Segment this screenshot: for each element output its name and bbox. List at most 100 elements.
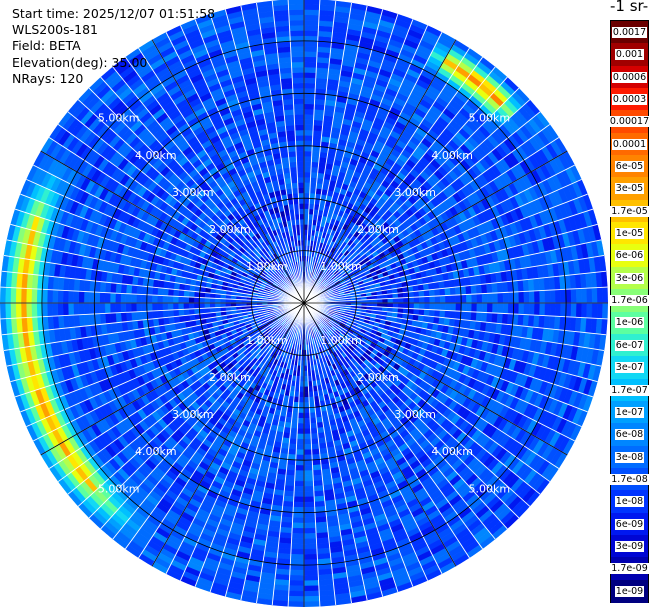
ppi-cell: [549, 302, 556, 317]
ppi-cell: [312, 464, 322, 471]
ppi-cell: [303, 192, 311, 199]
ppi-cell: [303, 3, 320, 11]
ppi-cell: [311, 156, 320, 163]
ppi-cell: [423, 309, 430, 317]
ppi-cell: [513, 291, 520, 304]
ppi-cell: [591, 287, 598, 304]
ppi-cell: [303, 0, 321, 5]
ppi-cell: [303, 176, 311, 183]
ppi-cell: [470, 284, 477, 295]
ppi-cell: [434, 302, 441, 311]
ppi-cell: [570, 302, 577, 318]
ppi-cell: [312, 130, 323, 137]
ppi-cell: [518, 302, 525, 315]
ppi-cell: [303, 444, 312, 451]
ppi-cell: [465, 285, 472, 295]
ppi-cell: [284, 485, 295, 492]
ppi-cell: [303, 475, 314, 482]
ppi-cell: [491, 282, 498, 294]
ppi-cell: [303, 77, 317, 84]
ppi-cell: [303, 553, 318, 561]
ppi-cell: [303, 559, 318, 566]
ppi-cell: [303, 580, 320, 587]
ppi-cell: [418, 302, 425, 310]
ppi-cell: [303, 506, 316, 513]
ppi-cell: [312, 469, 323, 476]
ppi-cell: [303, 522, 317, 529]
ppi-cell: [291, 527, 305, 534]
ppi-cell: [303, 35, 319, 42]
ppi-cell: [288, 580, 305, 587]
ppi-cell: [319, 599, 337, 607]
ppi-cell: [303, 87, 316, 94]
ppi-cell: [303, 496, 315, 503]
ppi-cell: [534, 290, 541, 304]
ppi-cell: [466, 302, 472, 313]
ppi-cell: [290, 422, 298, 429]
ppi-cell: [501, 313, 509, 325]
ppi-cell: [586, 302, 593, 319]
ppi-cell: [282, 495, 295, 503]
ppi-cell: [290, 553, 305, 561]
ppi-cell: [303, 512, 316, 519]
ppi-cell: [413, 296, 420, 304]
ppi-cell: [303, 423, 311, 430]
ppi-cell: [303, 501, 315, 508]
ppi-cell: [424, 302, 431, 310]
ppi-cell: [295, 449, 305, 456]
ppi-cell: [460, 294, 467, 304]
ppi-cell: [303, 491, 315, 498]
ppi-cell: [310, 166, 319, 173]
ppi-cell: [439, 295, 446, 304]
ppi-cell: [303, 140, 313, 147]
ppi-cell: [292, 506, 305, 513]
ppi-cell: [297, 423, 305, 430]
ppi-cell: [296, 428, 305, 435]
ppi-cell: [290, 427, 298, 435]
ppi-cell: [310, 438, 320, 445]
ppi-cell: [303, 182, 311, 189]
ppi-cell: [287, 601, 305, 607]
ppi-cell: [303, 203, 310, 210]
ppi-cell: [290, 543, 305, 550]
ppi-cell: [303, 187, 311, 194]
ppi-cell: [296, 444, 305, 451]
ppi-cell: [539, 290, 546, 304]
ppi-cell: [285, 469, 296, 476]
ppi-cell: [291, 522, 305, 529]
ppi-cell: [303, 438, 312, 445]
ppi-cell: [303, 208, 310, 215]
ppi-cell: [303, 449, 313, 456]
ppi-cell: [424, 296, 431, 304]
ppi-cell: [492, 292, 499, 304]
ppi-cell: [303, 72, 317, 79]
ppi-cell: [313, 485, 324, 492]
ppi-cell: [303, 396, 310, 403]
ppi-cell: [303, 14, 320, 21]
ppi-cell: [303, 465, 314, 471]
ppi-cell: [296, 433, 305, 440]
ppi-cell: [303, 454, 313, 461]
ppi-cell: [303, 171, 312, 178]
ppi-cell: [476, 302, 483, 313]
ppi-cell: [303, 417, 311, 424]
ppi-cell: [303, 517, 316, 524]
ppi-cell: [284, 479, 295, 487]
ppi-cell: [444, 310, 451, 319]
ppi-cell: [423, 289, 430, 297]
ppi-cell: [480, 312, 488, 323]
ppi-cell: [298, 396, 305, 403]
ppi-cell: [591, 302, 598, 319]
ppi-cell: [523, 290, 530, 304]
ppi-cell: [596, 302, 604, 319]
ppi-cell: [288, 585, 305, 592]
ppi-cell: [492, 302, 499, 314]
ppi-cell: [303, 161, 312, 168]
ppi-cell: [581, 302, 588, 319]
ppi-cell: [294, 475, 305, 482]
ppi-cell: [475, 284, 483, 295]
ppi-cell: [297, 417, 305, 424]
ppi-cell: [293, 501, 305, 508]
ppi-cell: [303, 470, 314, 477]
ppi-cell: [428, 309, 436, 317]
